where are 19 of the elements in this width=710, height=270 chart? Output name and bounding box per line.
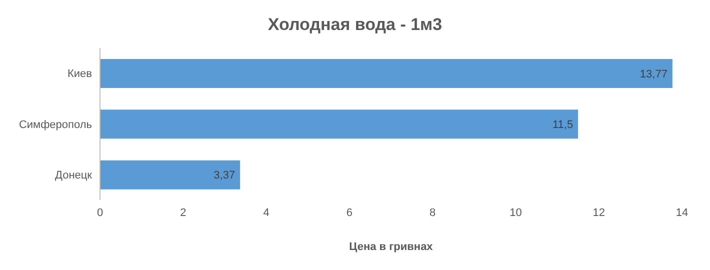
y-tick-label: Симферополь [18,118,92,131]
bar [100,110,578,139]
chart-title: Холодная вода - 1м3 [266,14,444,36]
bar [100,59,672,88]
y-tick-label: Донецк [55,170,92,182]
y-tick-label: Киев [67,68,92,80]
bar [100,160,240,190]
data-label: 13,77 [640,68,668,80]
data-label: 11,5 [552,119,574,132]
x-tick-label: 4 [263,206,270,219]
data-label: 3,37 [214,170,236,182]
x-tick-label: 6 [346,206,352,219]
x-tick-label: 8 [430,206,436,219]
x-tick-label: 2 [180,206,186,219]
x-tick-label: 0 [96,206,104,219]
x-tick-label: 14 [676,206,688,219]
x-tick-label: 10 [510,206,522,219]
x-tick-label: 12 [592,206,605,219]
x-axis-title: Цена в гривнах [349,241,434,253]
